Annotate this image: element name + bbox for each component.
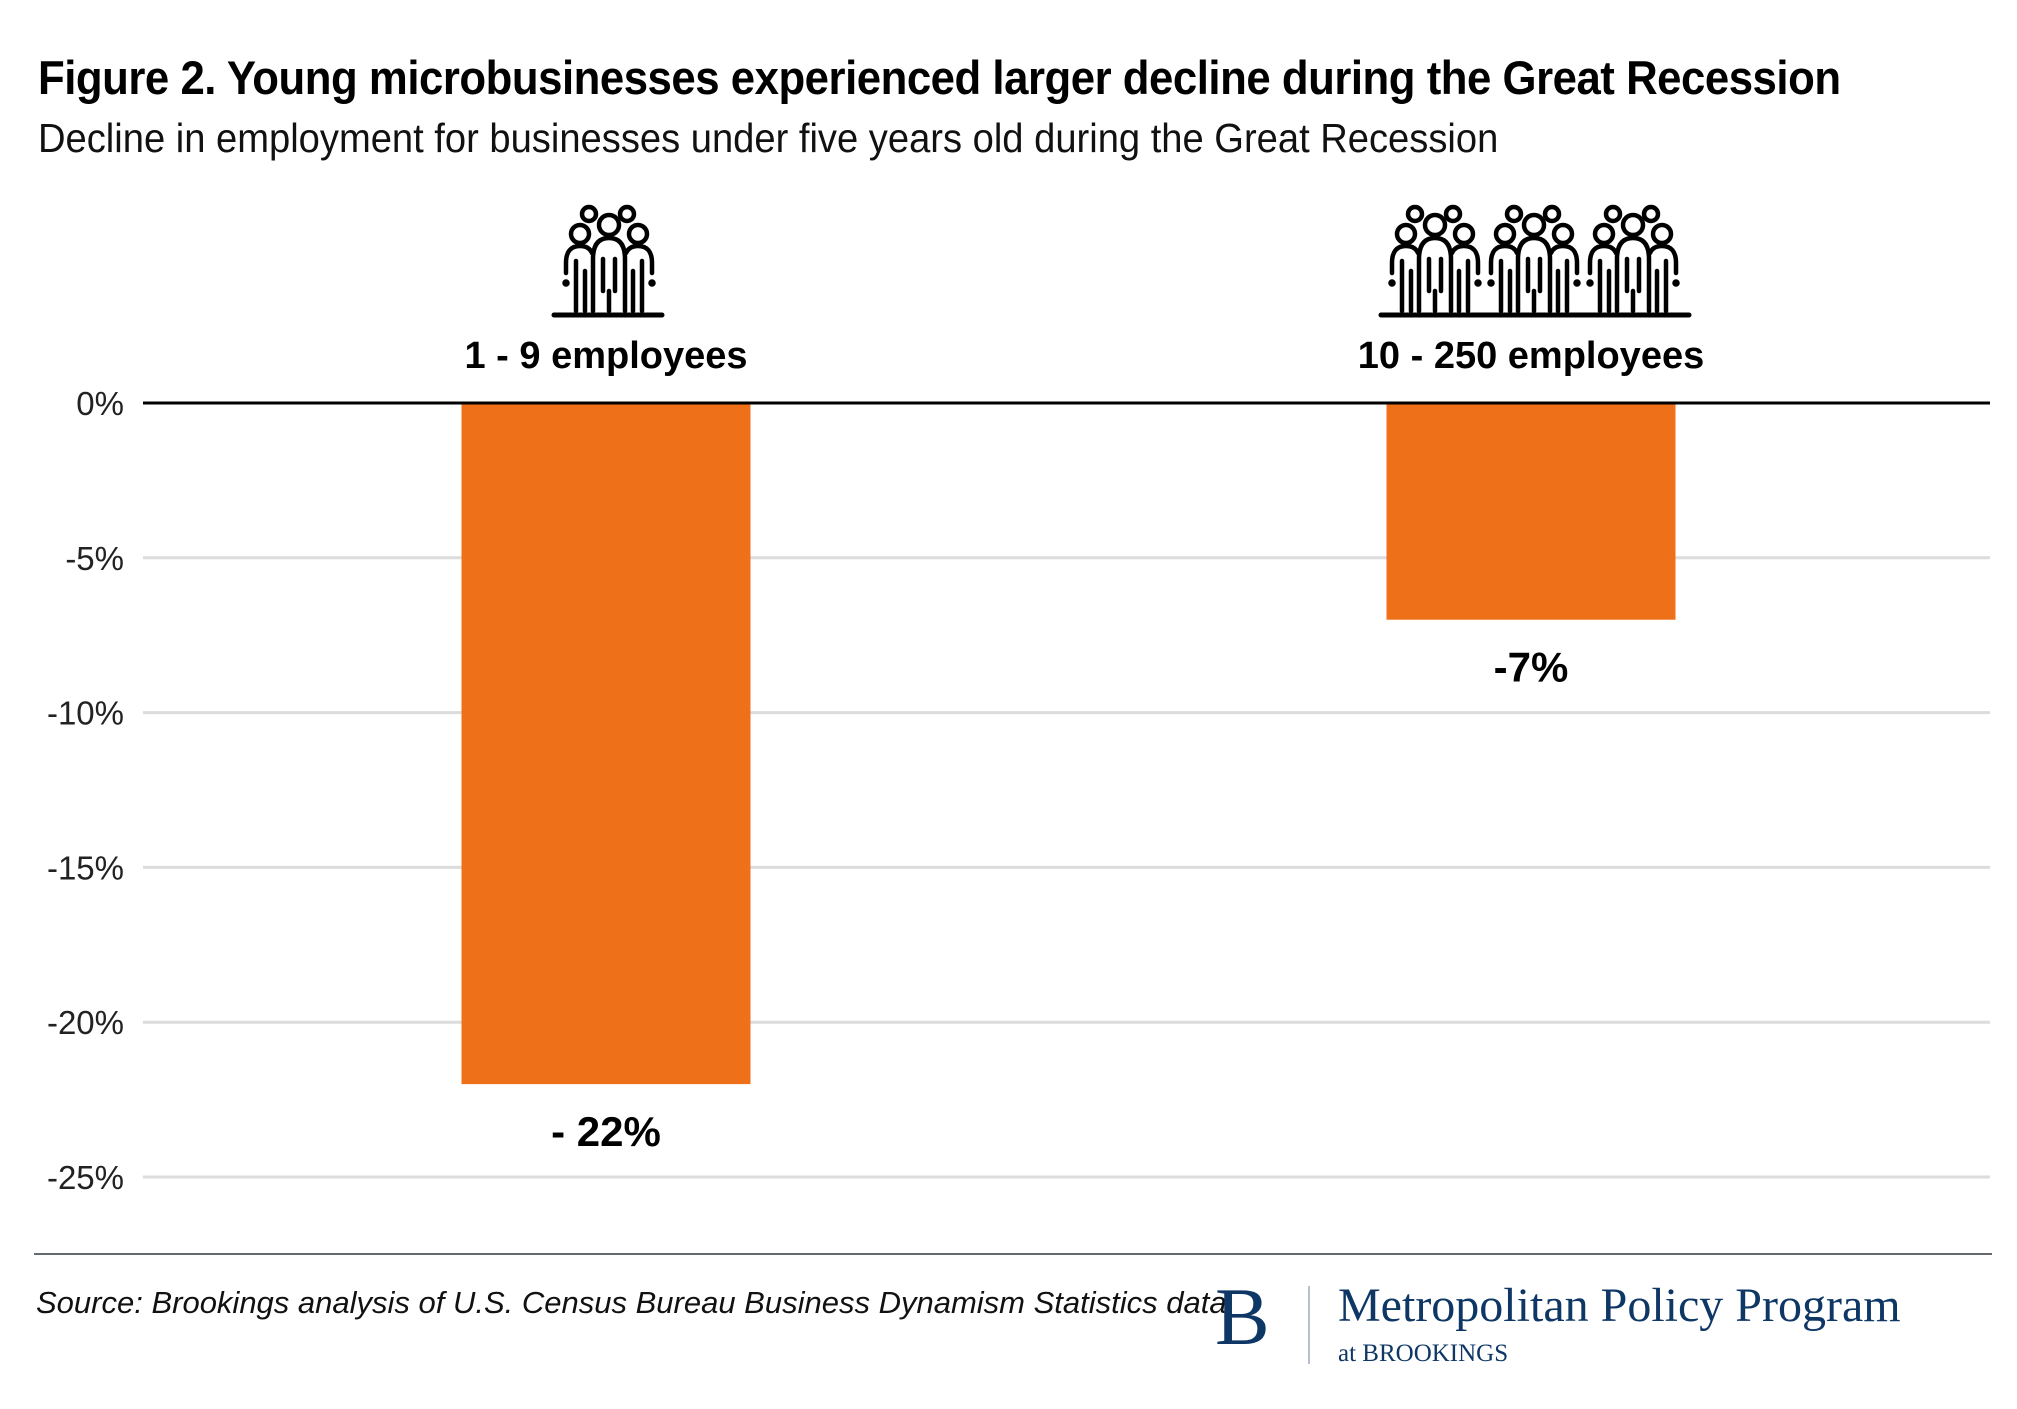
people-crowd-icon — [1378, 204, 1692, 318]
footer-divider — [34, 1253, 1992, 1255]
chart-title: Figure 2. Young microbusinesses experien… — [38, 51, 1841, 104]
logo-program-name: Metropolitan Policy Program — [1338, 1279, 1901, 1332]
bar-chart: 0% -5% -10% -15% -20% -25% - 22% 1 - 9 employee… — [47, 204, 1990, 1196]
bar — [1386, 403, 1676, 620]
y-tick-label: -15% — [47, 849, 124, 886]
people-group-icon — [551, 204, 665, 318]
y-tick-label: -25% — [47, 1159, 124, 1196]
data-label: -7% — [1494, 644, 1569, 691]
logo-separator — [1308, 1286, 1310, 1364]
y-tick-label: -20% — [47, 1004, 124, 1041]
y-tick-label: -5% — [65, 540, 124, 577]
y-tick-label: 0% — [76, 385, 124, 422]
category-label: 1 - 9 employees — [464, 335, 747, 377]
logo-letter-b: B — [1215, 1271, 1270, 1362]
logo-org-name: at BROOKINGS — [1338, 1340, 1509, 1367]
category-label: 10 - 250 employees — [1358, 335, 1704, 377]
y-tick-label: -10% — [47, 695, 124, 732]
chart-subtitle: Decline in employment for businesses und… — [38, 115, 1499, 161]
bar — [461, 403, 751, 1085]
source-note: Source: Brookings analysis of U.S. Censu… — [36, 1285, 1236, 1320]
data-label: - 22% — [551, 1108, 661, 1155]
